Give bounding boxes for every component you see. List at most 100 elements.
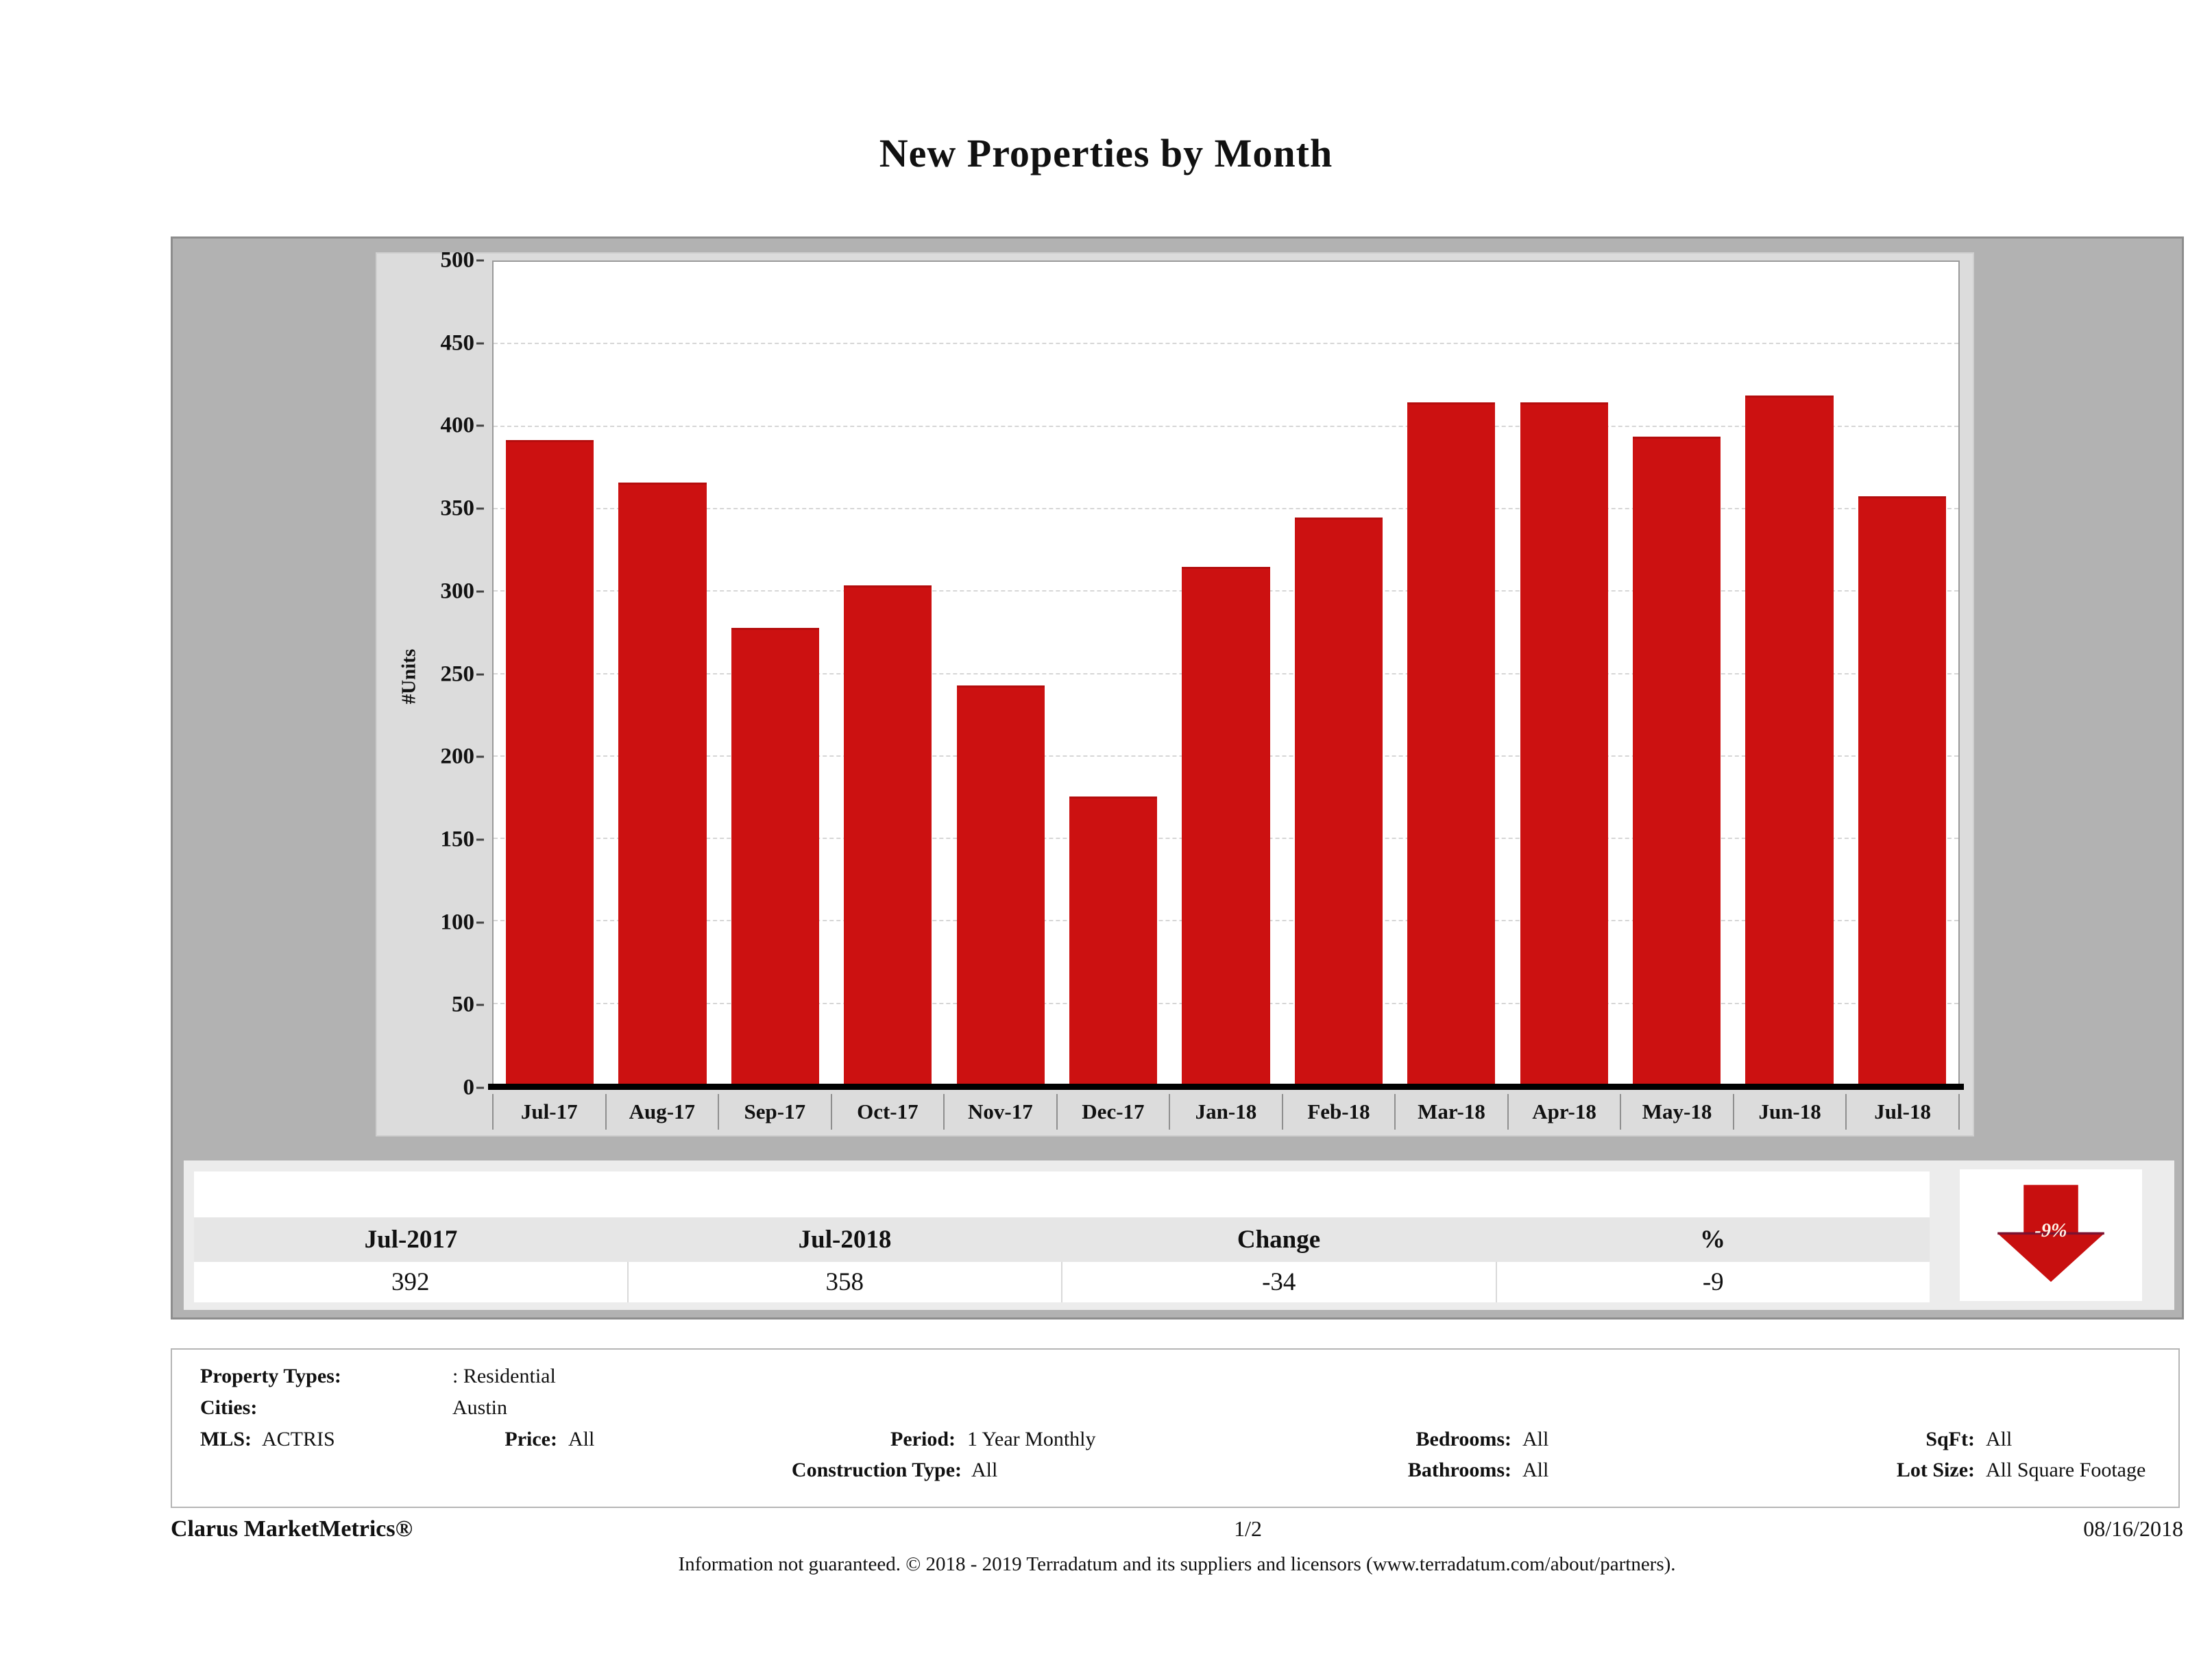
table-header: Jul-2018: [798, 1226, 892, 1254]
bar-Nov-17: [956, 685, 1045, 1086]
y-tick-label: 50: [452, 992, 474, 1017]
cities-label: Cities:: [200, 1396, 258, 1419]
sqft-value: All: [1986, 1428, 2013, 1450]
bar-slot: [494, 262, 606, 1086]
bar-Mar-18: [1407, 402, 1496, 1086]
gridline: [494, 425, 1958, 427]
x-tick-label: Aug-17: [605, 1094, 718, 1130]
footer-line1: Clarus MarketMetrics® 1/2 08/16/2018: [171, 1516, 2183, 1542]
x-tick-label: Jul-17: [492, 1094, 605, 1130]
page-number: 1/2: [1234, 1516, 1263, 1541]
table-value: -34: [1062, 1262, 1497, 1302]
y-tick-label: 500: [440, 247, 475, 273]
price-value: All: [568, 1428, 595, 1450]
brand-name: Clarus MarketMetrics®: [171, 1516, 413, 1542]
plot-area: [488, 260, 1964, 1090]
y-tick-label: 300: [440, 579, 475, 604]
filter-row: Cities: Austin: [172, 1396, 2178, 1425]
lot-size-label: Lot Size:: [1896, 1459, 1975, 1481]
bar-Sep-17: [731, 628, 820, 1086]
bar-Oct-17: [844, 585, 932, 1086]
price-label: Price:: [505, 1428, 557, 1450]
mls-label: MLS:: [200, 1428, 252, 1450]
period-label: Period:: [890, 1428, 956, 1450]
bar-Dec-17: [1069, 796, 1158, 1086]
bar-Jun-18: [1745, 395, 1834, 1086]
bar-Aug-17: [618, 483, 707, 1086]
y-tick-mark: [476, 921, 484, 924]
lot-size-value: All Square Footage: [1986, 1459, 2146, 1481]
down-arrow-icon: -9%: [1997, 1184, 2104, 1282]
bedrooms-label: Bedrooms:: [1415, 1428, 1511, 1450]
filter-row: Property Types: : Residential: [172, 1365, 2178, 1394]
x-tick-label: Jun-18: [1732, 1094, 1846, 1130]
x-tick-label: Dec-17: [1056, 1094, 1169, 1130]
page-footer: Clarus MarketMetrics® 1/2 08/16/2018 Inf…: [171, 1516, 2183, 1576]
page-title: New Properties by Month: [879, 131, 1333, 175]
x-tick-label: Apr-18: [1507, 1094, 1620, 1130]
table-value: -9: [1702, 1268, 1724, 1296]
bathrooms-value: All: [1522, 1459, 1549, 1481]
bar-slot: [1733, 262, 1845, 1086]
bar-slot: [1169, 262, 1282, 1086]
report-date: 08/16/2018: [2083, 1516, 2183, 1541]
x-tick-label: Jul-18: [1845, 1094, 1960, 1130]
bar-slot: [831, 262, 944, 1086]
x-axis-line: [488, 1084, 1964, 1090]
bar-slot: [1508, 262, 1620, 1086]
trend-indicator: -9%: [1960, 1169, 2142, 1301]
bar-Jul-18: [1858, 496, 1946, 1086]
table-header: Jul-2017: [364, 1226, 458, 1254]
summary-panel: Jul-2017 Jul-2018 Change % 392 358 -34 -…: [184, 1160, 2174, 1310]
x-tick-label: Jan-18: [1169, 1094, 1282, 1130]
y-tick-label: 350: [440, 496, 475, 521]
y-tick-label: 100: [440, 910, 475, 935]
table-value-row: 392 358 -34 -9: [194, 1262, 1930, 1302]
y-tick-mark: [476, 838, 484, 841]
y-tick-mark: [476, 673, 484, 675]
bar-slot: [1395, 262, 1507, 1086]
gridline: [494, 343, 1958, 345]
y-tick-mark: [476, 342, 484, 345]
y-tick-mark: [476, 424, 484, 427]
table-header: Change: [1237, 1226, 1321, 1254]
bar-Feb-18: [1294, 517, 1383, 1086]
property-types-label: Property Types:: [200, 1365, 341, 1387]
y-tick-mark: [476, 259, 484, 262]
bar-slot: [606, 262, 718, 1086]
x-tick-label: Sep-17: [718, 1094, 831, 1130]
filter-row: MLS: ACTRIS Price: All Period: 1 Year Mo…: [172, 1428, 2178, 1457]
bar-series: [494, 262, 1958, 1086]
table-header-row: Jul-2017 Jul-2018 Change %: [194, 1217, 1930, 1262]
bar-Jul-17: [506, 439, 594, 1086]
bedrooms-value: All: [1522, 1428, 1549, 1450]
x-tick-label: Oct-17: [830, 1094, 944, 1130]
bar-Jan-18: [1182, 567, 1270, 1086]
bar-Apr-18: [1520, 402, 1608, 1086]
disclaimer-text: Information not guaranteed. © 2018 - 201…: [678, 1553, 1676, 1575]
construction-type-value: All: [971, 1459, 998, 1481]
y-tick-label: 400: [440, 413, 475, 438]
y-tick-mark: [476, 507, 484, 510]
table-value: 392: [194, 1262, 629, 1302]
y-tick-label: 200: [440, 744, 475, 769]
y-tick-label: 450: [440, 330, 475, 356]
table-value: 358: [629, 1262, 1062, 1302]
gridline: [494, 507, 1958, 509]
bar-slot: [1620, 262, 1733, 1086]
mls-value: ACTRIS: [262, 1428, 335, 1450]
chart-section: #Units 0 50 100 150 200 250 300 350 400 450 500 Ju…: [171, 236, 2184, 1320]
y-tick-label: 150: [440, 827, 475, 852]
period-value: 1 Year Monthly: [967, 1428, 1096, 1450]
bar-slot: [945, 262, 1057, 1086]
y-tick-label: 250: [440, 661, 475, 686]
chart-panel: #Units 0 50 100 150 200 250 300 350 400 450 500 Ju…: [376, 249, 1974, 1136]
y-tick-mark: [476, 1086, 484, 1089]
bar-slot: [1283, 262, 1395, 1086]
x-tick-label: May-18: [1620, 1094, 1733, 1130]
bar-slot: [719, 262, 831, 1086]
y-axis: 0 50 100 150 200 250 300 350 400 450 500: [377, 249, 484, 1099]
summary-table: Jul-2017 Jul-2018 Change % 392 358 -34 -…: [194, 1171, 1930, 1302]
filter-row: Construction Type: All Bathrooms: All Lo…: [172, 1459, 2178, 1487]
x-tick-label: Feb-18: [1281, 1094, 1395, 1130]
